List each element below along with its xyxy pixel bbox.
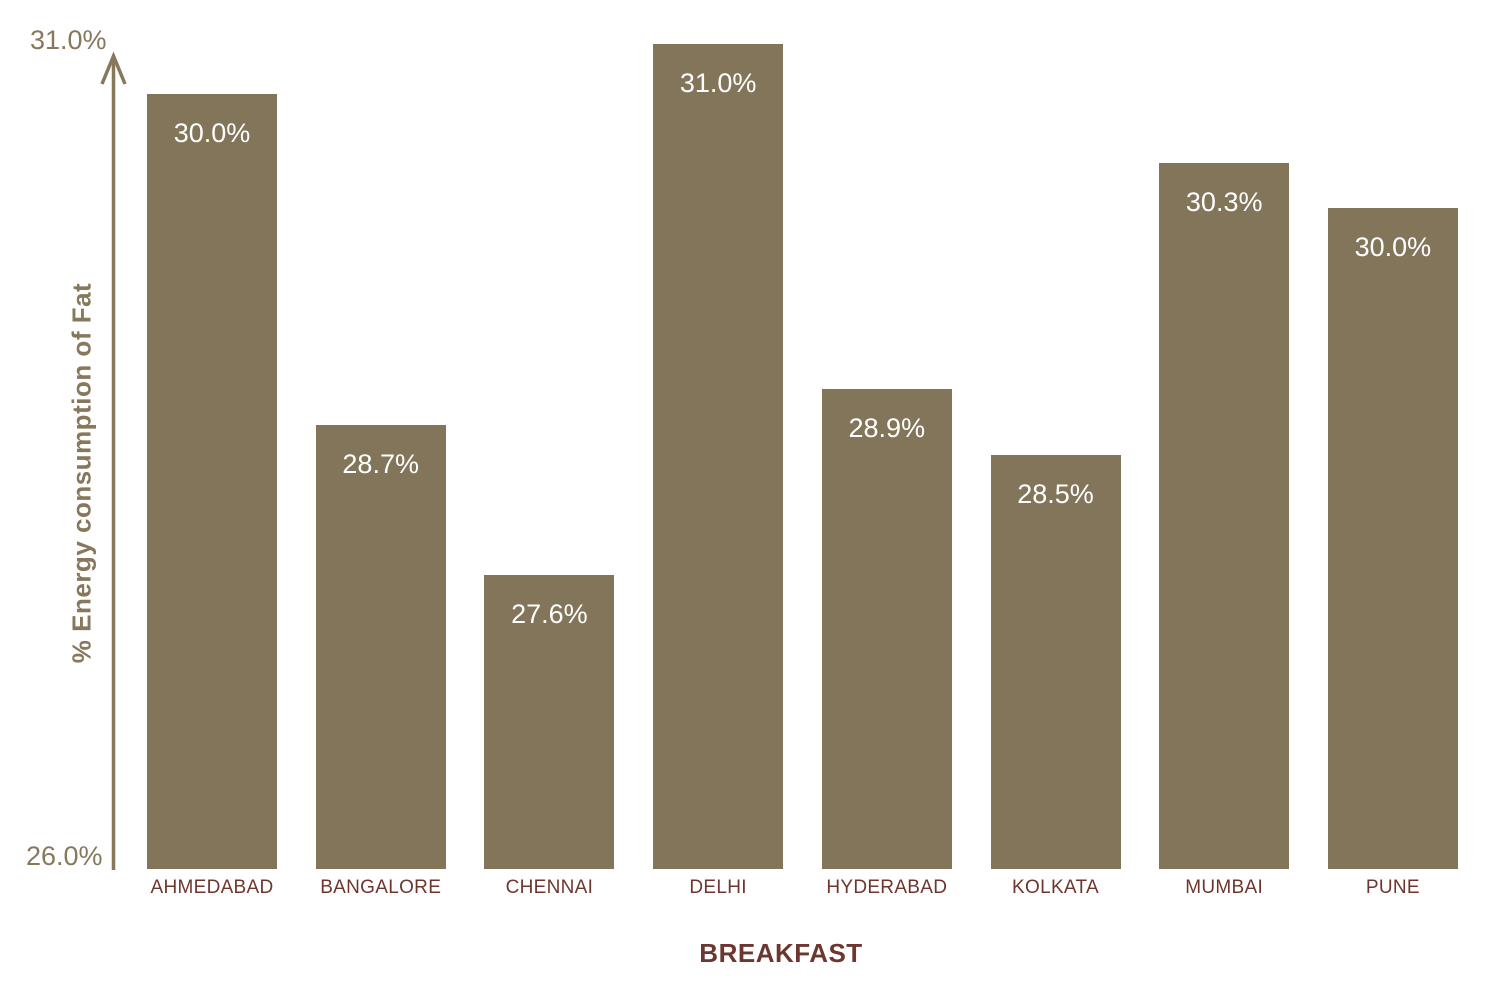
bar-value-label: 30.0% <box>173 118 251 148</box>
bar-value-label: 27.6% <box>511 599 588 629</box>
x-tick-label-mumbai: MUMBAI <box>1185 877 1264 898</box>
x-tick-label-delhi: DELHI <box>689 877 747 898</box>
y-axis-max-label: 31.0% <box>30 25 107 55</box>
bar-value-label: 30.3% <box>1185 187 1263 217</box>
x-tick-label-kolkata: KOLKATA <box>1012 877 1099 898</box>
bar-bangalore: 28.7% <box>315 425 446 869</box>
bar-value-label: 28.5% <box>1017 479 1094 509</box>
bar-delhi: 31.0% <box>653 44 784 869</box>
bar-chennai: 27.6% <box>484 575 615 869</box>
bar-value-label: 28.9% <box>848 413 926 443</box>
bar-value-label: 31.0% <box>679 68 757 98</box>
x-tick-label-pune: PUNE <box>1365 877 1420 898</box>
y-axis-arrow <box>100 51 127 870</box>
x-tick-label-hyderabad: HYDERABAD <box>826 877 948 898</box>
x-axis-title: BREAKFAST <box>699 938 863 968</box>
bar-kolkata: 28.5% <box>990 455 1121 869</box>
x-tick-label-bangalore: BANGALORE <box>320 877 442 898</box>
bar-value-label: 28.7% <box>342 449 419 479</box>
bar-hyderabad: 28.9% <box>821 389 952 869</box>
bar-mumbai: 30.3% <box>1159 163 1290 869</box>
bar-value-label: 30.0% <box>1354 232 1432 262</box>
y-axis-min-label: 26.0% <box>26 841 103 871</box>
x-tick-label-chennai: CHENNAI <box>505 877 594 898</box>
bar-ahmedabad: 30.0% <box>147 94 277 869</box>
x-tick-label-ahmedabad: AHMEDABAD <box>150 877 274 898</box>
bar-pune: 30.0% <box>1327 208 1458 869</box>
